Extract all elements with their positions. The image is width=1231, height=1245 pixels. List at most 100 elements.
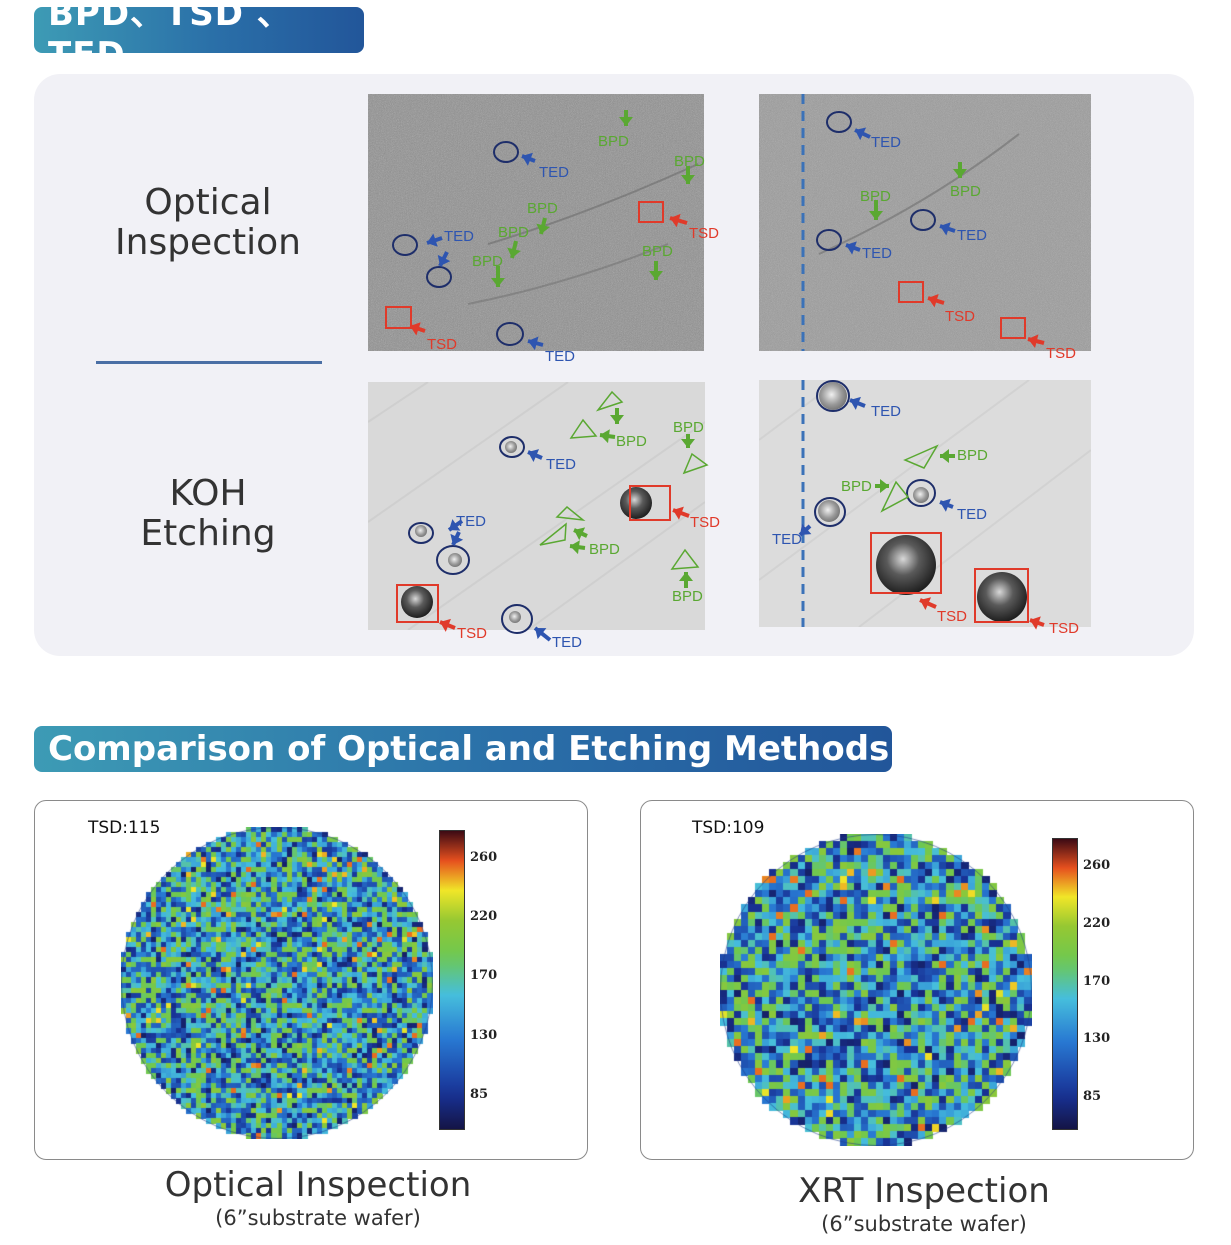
ted-arrow-head	[528, 449, 540, 462]
colorbar-tick: 170	[1083, 974, 1111, 989]
colorbar-xrt	[1052, 838, 1078, 1130]
bpd-label: BPD	[841, 478, 872, 495]
tsd-marker-box	[1000, 317, 1026, 339]
ted-label: TED	[552, 634, 582, 651]
bpd-marker-triangle	[880, 480, 910, 513]
ted-label: TED	[957, 227, 987, 244]
bpd-arrow-head	[574, 527, 586, 541]
section-title-comparison: Comparison of Optical and Etching Method…	[34, 726, 892, 772]
bpd-label: BPD	[498, 224, 529, 241]
colorbar-tick: 85	[1083, 1089, 1102, 1104]
bpd-marker-triangle	[903, 444, 939, 469]
tsd-arrow-head	[410, 322, 421, 336]
ted-arrow-head	[437, 254, 451, 266]
ted-marker-circle	[816, 380, 850, 412]
tsd-arrow-head	[1030, 616, 1041, 630]
bpd-marker-triangle	[670, 548, 700, 570]
bpd-label: BPD	[589, 541, 620, 558]
bpd-arrow-head	[681, 439, 695, 448]
bpd-arrow-head	[600, 429, 610, 444]
ted-marker-circle	[499, 436, 525, 458]
tsd-arrow-head	[670, 213, 681, 228]
wafer-map-optical	[121, 827, 433, 1139]
ted-arrow-head	[449, 519, 461, 531]
ted-marker-circle	[392, 234, 418, 256]
bpd-label: BPD	[672, 588, 703, 605]
ted-marker-circle	[496, 322, 524, 346]
tsd-arrow-head	[673, 506, 684, 520]
tsd-arrow-head	[928, 294, 939, 308]
tsd-label: TSD	[1046, 345, 1076, 362]
optical-image-2	[759, 94, 1091, 351]
bpd-marker-triangle	[555, 505, 586, 522]
tsd-label: TSD	[937, 608, 967, 625]
bpd-arrow-head	[681, 175, 695, 184]
bpd-label: BPD	[950, 183, 981, 200]
bpd-marker-triangle	[682, 452, 709, 475]
bpd-label: BPD	[472, 253, 503, 270]
ted-label: TED	[957, 506, 987, 523]
ted-arrow-head	[940, 498, 951, 512]
bpd-arrow-head	[619, 117, 633, 126]
tsd-label: TSD	[945, 308, 975, 325]
tsd-marker-box	[396, 584, 439, 623]
ted-marker-circle	[408, 522, 434, 544]
ted-marker-circle	[814, 497, 846, 527]
tsd-label: TSD	[1049, 620, 1079, 637]
row-label-optical: Optical Inspection	[58, 183, 358, 263]
ted-label: TED	[871, 403, 901, 420]
koh-image-1	[368, 382, 705, 630]
wafer-map-xrt	[720, 834, 1032, 1146]
bpd-arrow-head	[869, 211, 883, 220]
optical-image-2-svg	[759, 94, 1091, 351]
ted-marker-circle	[816, 229, 842, 251]
tsd-marker-box	[898, 281, 924, 303]
ted-arrow-head	[855, 127, 867, 141]
caption-optical: Optical Inspection (6”substrate wafer)	[34, 1165, 602, 1231]
colorbar-tick: 85	[470, 1087, 489, 1102]
ted-arrow-head	[535, 628, 547, 640]
bpd-marker-triangle	[569, 418, 598, 439]
colorbar-tick: 220	[470, 909, 498, 924]
colorbar-tick: 170	[470, 968, 498, 983]
tsd-marker-box	[638, 201, 664, 223]
ted-arrow-head	[940, 222, 951, 236]
ted-marker-circle	[906, 479, 936, 507]
ted-label: TED	[772, 531, 802, 548]
ted-arrow-head	[528, 336, 539, 351]
bpd-arrow-head	[679, 572, 693, 581]
ted-marker-circle	[436, 545, 470, 575]
ted-arrow-head	[450, 533, 464, 545]
ted-arrow-head	[427, 233, 438, 247]
ted-arrow-head	[522, 152, 533, 166]
bpd-label: BPD	[598, 133, 629, 150]
bpd-arrow-head	[570, 540, 580, 555]
bpd-label: BPD	[674, 153, 705, 170]
bpd-arrow-head	[880, 479, 889, 493]
bpd-arrow-head	[610, 415, 624, 424]
bpd-label: BPD	[527, 200, 558, 217]
ted-marker-circle	[493, 141, 519, 163]
ted-label: TED	[545, 348, 575, 365]
colorbar-optical	[439, 830, 465, 1130]
bpd-arrow-head	[940, 449, 949, 463]
ted-label: TED	[539, 164, 569, 181]
bpd-marker-triangle	[539, 522, 567, 546]
row-label-koh-line2: Etching	[140, 513, 276, 554]
caption-optical-title: Optical Inspection	[164, 1165, 472, 1205]
row-label-optical-line2: Inspection	[115, 222, 301, 263]
tsd-count-xrt: TSD:109	[692, 818, 765, 838]
ted-arrow-head	[850, 396, 861, 410]
ted-arrow-head	[846, 241, 857, 255]
tsd-arrow-head	[440, 618, 451, 632]
row-label-koh: KOH Etching	[58, 474, 358, 554]
tsd-label: TSD	[690, 514, 720, 531]
bpd-arrow-head	[536, 223, 550, 234]
bpd-arrow-head	[649, 271, 663, 280]
bpd-arrow-head	[491, 278, 505, 287]
ted-marker-circle	[910, 209, 936, 231]
colorbar-tick: 260	[1083, 858, 1111, 873]
ted-marker-circle	[426, 266, 452, 288]
tsd-label: TSD	[689, 225, 719, 242]
caption-optical-subtitle: (6”substrate wafer)	[215, 1206, 421, 1230]
